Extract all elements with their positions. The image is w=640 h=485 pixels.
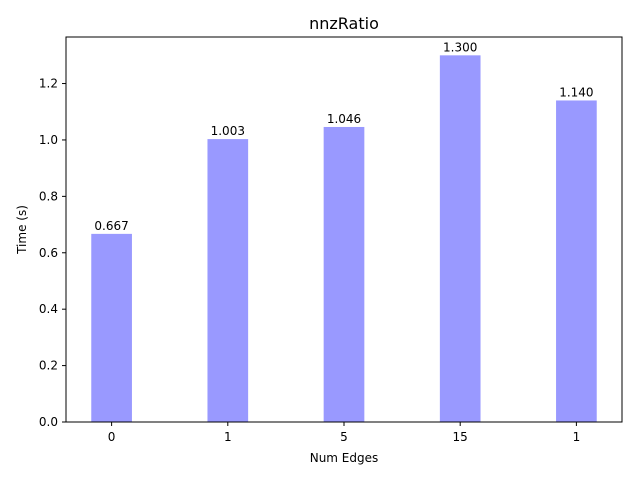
x-ticks-group: 0 1 5 15 1: [108, 422, 580, 444]
bar-value-label-1: 1.003: [211, 124, 245, 138]
y-tick-label-0: 0.0: [39, 415, 58, 429]
x-tick-label-2: 5: [340, 430, 348, 444]
value-labels-group: 0.667 1.003 1.046 1.300 1.140: [94, 40, 593, 233]
y-tick-label-5: 1.0: [39, 133, 58, 147]
x-tick-label-1: 1: [224, 430, 232, 444]
bar-value-label-2: 1.046: [327, 112, 361, 126]
y-tick-label-2: 0.4: [39, 302, 58, 316]
bar-value-label-0: 0.667: [94, 219, 128, 233]
bars-group: [91, 55, 597, 422]
y-tick-label-6: 1.2: [39, 77, 58, 91]
bar-value-label-3: 1.300: [443, 40, 477, 54]
chart-title: nnzRatio: [309, 14, 379, 33]
bar-3: [439, 55, 481, 422]
y-tick-label-4: 0.8: [39, 189, 58, 203]
x-tick-label-0: 0: [108, 430, 116, 444]
bar-value-label-4: 1.140: [559, 85, 593, 99]
y-ticks-group: 0.0 0.2 0.4 0.6 0.8 1.0 1.2: [39, 77, 66, 429]
y-axis-label: Time (s): [15, 205, 29, 255]
y-tick-label-1: 0.2: [39, 359, 58, 373]
x-axis-label: Num Edges: [310, 451, 379, 465]
bar-0: [91, 233, 132, 422]
bar-4: [556, 100, 597, 422]
x-tick-label-4: 1: [573, 430, 581, 444]
x-tick-label-3: 15: [453, 430, 468, 444]
y-tick-label-3: 0.6: [39, 246, 58, 260]
bar-1: [207, 139, 249, 422]
bar-2: [323, 126, 365, 422]
